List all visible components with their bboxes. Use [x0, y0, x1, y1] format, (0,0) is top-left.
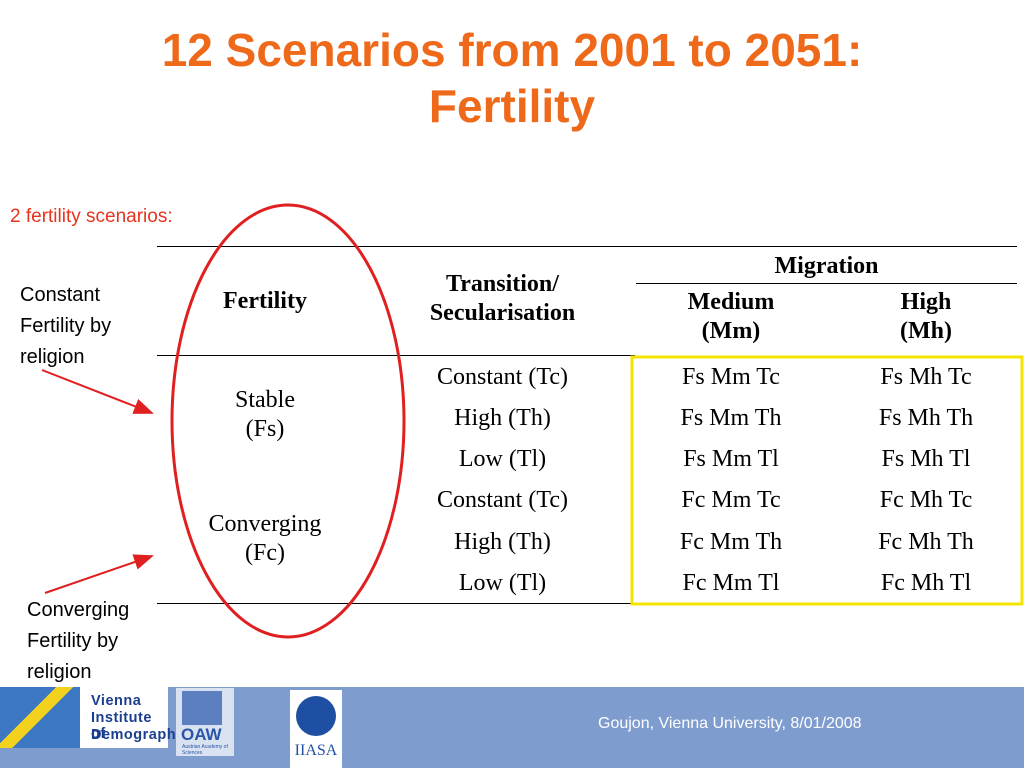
fertility-highlight-ellipse — [170, 203, 406, 639]
iiasa-logo: IIASA — [290, 690, 342, 768]
note-converging: Converging Fertility by religion — [27, 595, 129, 688]
cell-high: Fs Mh Tl — [881, 446, 971, 472]
note-constant-line: Constant — [20, 284, 101, 306]
group-label-line: Stable — [235, 387, 295, 413]
oaw-logo-text: OAW — [181, 725, 222, 744]
cell-transition: Low (Tl) — [458, 570, 547, 596]
note-constant: Constant Fertility by religion — [20, 280, 111, 373]
header-medium: Medium (Mm) — [636, 288, 826, 346]
vid-logo-line: Vienna — [91, 693, 142, 709]
table-rule-migration — [636, 283, 1017, 284]
cell-medium: Fs Mm Tl — [683, 446, 779, 472]
oaw-logo-icon — [182, 691, 222, 725]
note-converging-line: Fertility by — [27, 630, 119, 652]
vid-logo-line: Demography — [91, 727, 185, 743]
cell-high: Fc Mh Th — [878, 529, 974, 555]
cell-medium: Fc Mm Tc — [681, 487, 781, 513]
cell-medium: Fc Mm Tl — [682, 570, 780, 596]
group-converging: Converging (Fc) — [180, 510, 350, 568]
cell-transition: Constant (Tc) — [437, 364, 568, 390]
cell-medium: Fs Mm Th — [680, 405, 782, 431]
cell-high: Fc Mh Tc — [879, 487, 973, 513]
note-converging-line: religion — [27, 661, 92, 683]
header-high-line: (Mh) — [900, 318, 952, 344]
table-rule-top — [157, 246, 1017, 247]
vid-logo-line: Institute of — [91, 710, 152, 742]
table-rule-bottom — [157, 603, 635, 604]
group-label-line: Converging — [208, 511, 322, 537]
header-medium-line: Medium — [687, 289, 775, 315]
scenario-highlight-box — [630, 355, 1024, 606]
vid-logo-icon — [0, 687, 80, 748]
title-line-1: 12 Scenarios from 2001 to 2051: — [161, 24, 863, 76]
header-transition-line: Secularisation — [429, 300, 576, 326]
header-transition-line: Transition/ — [446, 271, 559, 297]
table-rule-header — [157, 355, 635, 356]
cell-transition: Low (Tl) — [458, 446, 547, 472]
group-stable: Stable (Fs) — [180, 386, 350, 444]
header-high-line: High — [900, 289, 952, 315]
iiasa-logo-icon — [296, 696, 336, 736]
cell-transition: Constant (Tc) — [437, 487, 568, 513]
arrow-converging-icon — [44, 554, 154, 594]
cell-transition: High (Th) — [454, 405, 551, 431]
cell-high: Fs Mh Th — [878, 405, 974, 431]
cell-transition: High (Th) — [454, 529, 551, 555]
note-constant-line: Fertility by — [20, 315, 112, 337]
group-label-line: (Fs) — [245, 416, 285, 442]
note-converging-line: Converging — [27, 599, 130, 621]
header-transition: Transition/ Secularisation — [390, 270, 615, 328]
header-high: High (Mh) — [826, 288, 1024, 346]
group-label-line: (Fc) — [245, 540, 285, 566]
arrow-constant-icon — [41, 369, 154, 414]
oaw-logo: OAW Austrian Academy of Sciences — [176, 688, 234, 756]
header-migration: Migration — [774, 253, 879, 279]
cell-high: Fc Mh Tl — [880, 570, 972, 596]
title-line-2: Fertility — [428, 80, 596, 132]
footer-bar — [0, 687, 1024, 768]
header-fertility: Fertility — [223, 288, 307, 314]
cell-high: Fs Mh Tc — [880, 364, 972, 390]
vienna-institute-logo: Vienna Institute of Demography — [0, 687, 184, 748]
iiasa-logo-text: IIASA — [294, 742, 338, 759]
header-medium-line: (Mm) — [701, 318, 761, 344]
subtitle: 2 fertility scenarios: — [10, 206, 173, 227]
footer-credit: Goujon, Vienna University, 8/01/2008 — [598, 715, 862, 732]
note-constant-line: religion — [20, 346, 85, 368]
oaw-logo-subtext: Austrian Academy of Sciences — [182, 744, 228, 756]
cell-medium: Fs Mm Tc — [682, 364, 780, 390]
cell-medium: Fc Mm Th — [679, 529, 783, 555]
slide-title: 12 Scenarios from 2001 to 2051: Fertilit… — [0, 22, 1024, 134]
